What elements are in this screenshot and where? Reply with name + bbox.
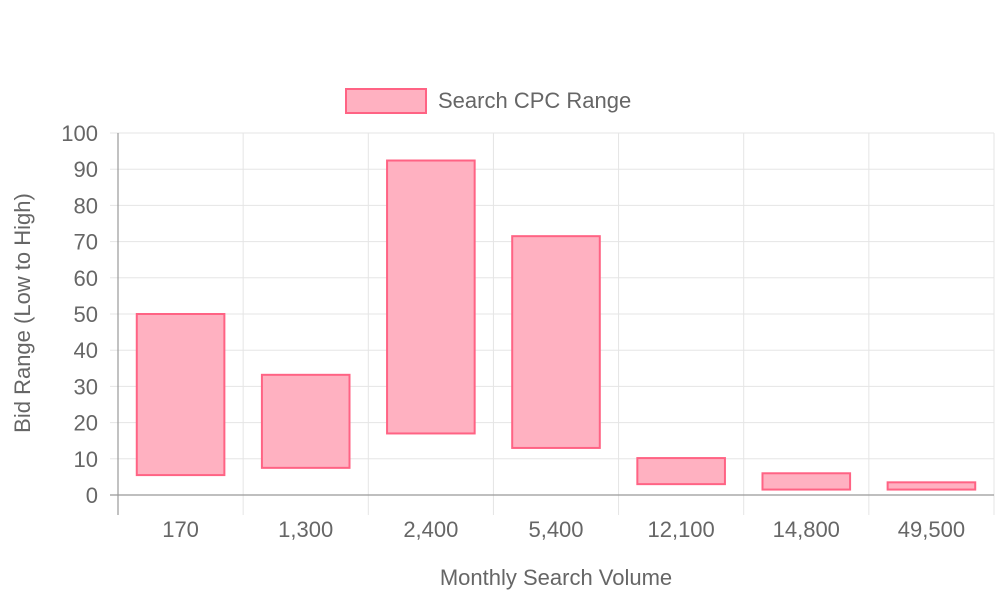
y-axis-title: Bid Range (Low to High) xyxy=(10,193,35,433)
x-tick-label: 12,100 xyxy=(647,517,714,542)
legend-swatch[interactable] xyxy=(345,88,427,114)
legend[interactable]: Search CPC Range xyxy=(345,88,631,114)
bar[interactable] xyxy=(886,481,977,491)
axes xyxy=(110,133,994,515)
x-tick-label: 2,400 xyxy=(403,517,458,542)
y-tick-label: 30 xyxy=(74,374,98,399)
x-tick-label: 1,300 xyxy=(278,517,333,542)
bar[interactable] xyxy=(761,472,852,491)
y-tick-label: 60 xyxy=(74,266,98,291)
x-axis-title: Monthly Search Volume xyxy=(440,565,672,590)
y-tick-labels: 0 10 20 30 40 50 60 70 80 90 100 xyxy=(61,121,98,508)
x-tick-label: 170 xyxy=(162,517,199,542)
bar[interactable] xyxy=(135,313,226,477)
x-tick-label: 14,800 xyxy=(773,517,840,542)
bar[interactable] xyxy=(636,457,726,486)
bar[interactable] xyxy=(511,235,601,449)
y-tick-label: 80 xyxy=(74,193,98,218)
y-tick-label: 70 xyxy=(74,230,98,255)
bars xyxy=(135,159,977,491)
bar[interactable] xyxy=(260,373,351,469)
x-tick-label: 49,500 xyxy=(898,517,965,542)
y-tick-label: 90 xyxy=(74,157,98,182)
y-tick-label: 50 xyxy=(74,302,98,327)
legend-label[interactable]: Search CPC Range xyxy=(438,88,631,113)
y-tick-label: 40 xyxy=(74,338,98,363)
y-tick-label: 10 xyxy=(74,447,98,472)
y-tick-label: 20 xyxy=(74,411,98,436)
y-tick-label: 100 xyxy=(61,121,98,146)
x-tick-labels: 170 1,300 2,400 5,400 12,100 14,800 49,500 xyxy=(162,517,965,542)
x-tick-label: 5,400 xyxy=(528,517,583,542)
bar[interactable] xyxy=(386,159,476,435)
y-tick-label: 0 xyxy=(86,483,98,508)
